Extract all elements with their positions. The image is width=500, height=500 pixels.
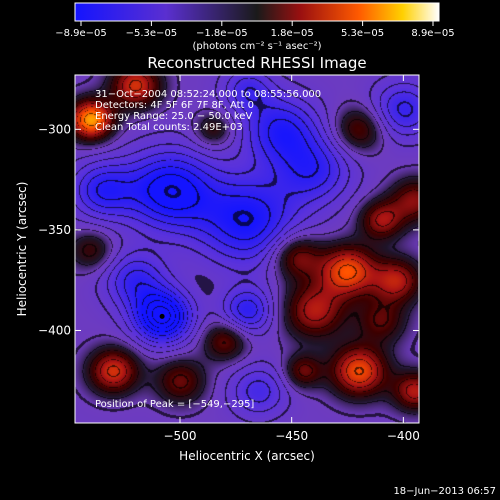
- x-axis: −500 −450 −400: [164, 75, 420, 443]
- annotation-block: 31−Oct−2004 08:52:24.000 to 08:55:56.000…: [95, 89, 321, 133]
- y-tick-label: −350: [38, 223, 71, 237]
- chart-title: Reconstructed RHESSI Image: [147, 54, 366, 72]
- peak-label: Position of Peak = [−549,−295]: [95, 399, 254, 410]
- x-tick-label: −450: [275, 429, 308, 443]
- annotation-line: Energy Range: 25.0 − 50.0 keV: [95, 111, 252, 122]
- colorbar-tick-label: −8.9e−05: [55, 28, 107, 39]
- colorbar-tick-label: −1.8e−05: [196, 28, 248, 39]
- colorbar-tick-label: 1.8e−05: [271, 28, 314, 39]
- minimum-dot: [159, 313, 165, 319]
- colorbar-tick-label: 8.9e−05: [411, 28, 454, 39]
- y-axis: −300 −350 −400: [38, 122, 419, 337]
- plot-frame: [74, 74, 420, 424]
- y-tick-label: −300: [38, 122, 71, 136]
- colorbar-tick-label: 5.3e−05: [341, 28, 384, 39]
- colorbar-tick-label: −5.3e−05: [126, 28, 178, 39]
- x-tick-label: −500: [164, 429, 197, 443]
- colorbar-ticks: −8.9e−05 −5.3e−05 −1.8e−05 1.8e−05 5.3e−05 8.…: [55, 21, 455, 39]
- peak-marker: [159, 313, 165, 319]
- colorbar-unit-label: (photons cm⁻² s⁻¹ asec⁻²): [192, 41, 321, 52]
- heatmap-image: [75, 75, 419, 423]
- x-axis-label: Heliocentric X (arcsec): [179, 449, 315, 463]
- annotation-line: Clean Total counts: 2.49E+03: [95, 122, 243, 133]
- annotation-line: 31−Oct−2004 08:52:24.000 to 08:55:56.000: [95, 89, 321, 100]
- x-tick-label: −400: [387, 429, 420, 443]
- colorbar: [74, 2, 440, 22]
- annotation-line: Detectors: 4F 5F 6F 7F 8F, Att 0: [95, 100, 254, 111]
- y-axis-label: Heliocentric Y (arcsec): [15, 182, 29, 317]
- y-tick-label: −400: [38, 323, 71, 337]
- footer-date: 18−Jun−2013 06:57: [393, 486, 496, 497]
